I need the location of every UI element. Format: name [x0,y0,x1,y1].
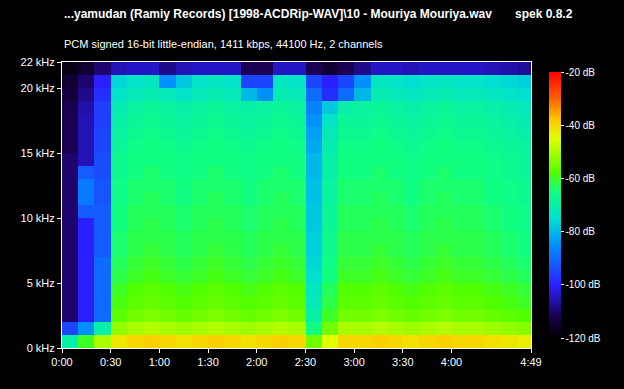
svg-text:3:00: 3:00 [343,356,364,368]
svg-text:22 kHz: 22 kHz [21,56,55,68]
svg-text:0:30: 0:30 [100,356,121,368]
svg-text:-20 dB: -20 dB [566,67,596,78]
svg-text:-60 dB: -60 dB [566,173,596,184]
svg-text:10 kHz: 10 kHz [21,212,55,224]
svg-text:-80 dB: -80 dB [566,226,596,237]
svg-text:15 kHz: 15 kHz [21,147,55,159]
svg-text:...yamudan (Ramiy Records) [19: ...yamudan (Ramiy Records) [1998-ACDRip-… [64,7,492,21]
svg-text:3:30: 3:30 [392,356,413,368]
svg-text:PCM signed 16-bit little-endia: PCM signed 16-bit little-endian, 1411 kb… [64,38,383,50]
svg-text:1:30: 1:30 [197,356,218,368]
svg-text:-100 dB: -100 dB [566,279,601,290]
svg-text:4:49: 4:49 [520,356,541,368]
svg-text:0 kHz: 0 kHz [27,342,55,354]
svg-text:2:30: 2:30 [295,356,316,368]
svg-text:2:00: 2:00 [246,356,267,368]
svg-text:-40 dB: -40 dB [566,120,596,131]
svg-text:4:00: 4:00 [441,356,462,368]
svg-text:0:00: 0:00 [51,356,72,368]
svg-text:5 kHz: 5 kHz [27,277,55,289]
svg-text:20 kHz: 20 kHz [21,82,55,94]
svg-text:spek 0.8.2: spek 0.8.2 [515,7,573,21]
svg-text:1:00: 1:00 [149,356,170,368]
svg-text:-120 dB: -120 dB [566,333,601,344]
